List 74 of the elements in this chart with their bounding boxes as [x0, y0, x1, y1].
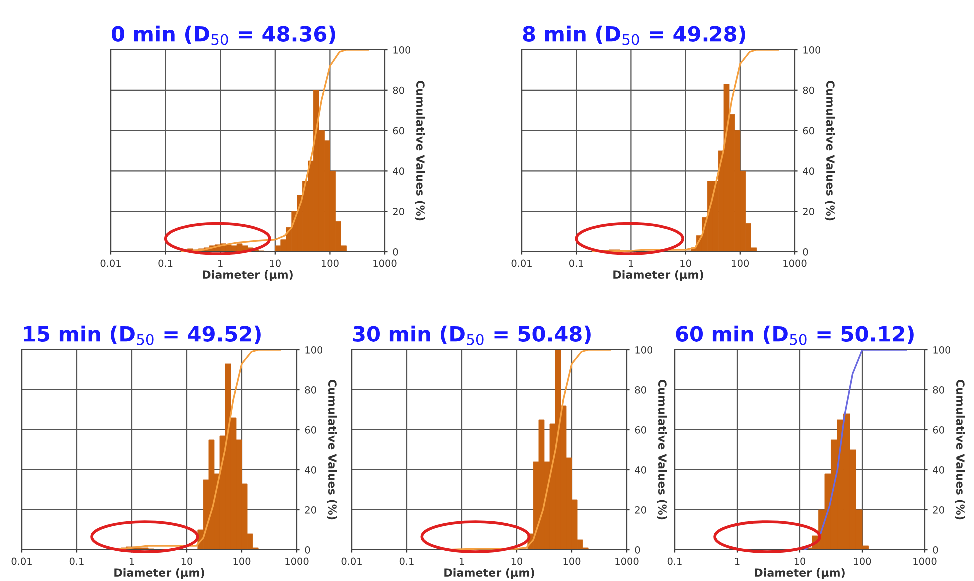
y-tick-label: 40 [393, 168, 404, 176]
x-tick-label: 1 [130, 558, 134, 566]
x-tick-label: 1 [735, 558, 740, 566]
y-tick-label: 40 [635, 466, 646, 474]
y-tick-label: 60 [803, 127, 814, 135]
x-tick-label: 1000 [914, 558, 937, 566]
y-tick-label: 60 [305, 426, 316, 434]
x-tick-label: 10 [182, 558, 193, 566]
x-tick-label: 0.1 [570, 260, 584, 268]
x-tick-label: 0.1 [158, 260, 173, 268]
x-axis-title: Diameter (μm) [444, 568, 534, 580]
y-tick-label: 0 [803, 248, 808, 256]
y-tick-label: 0 [393, 248, 398, 256]
y-tick-label: 20 [393, 208, 404, 216]
x-tick-label: 1 [218, 260, 223, 268]
chart-title: 8 min (D$_{50}$ = 49.28) [523, 26, 746, 46]
y-tick-label: 20 [305, 506, 316, 514]
x-tick-label: 0.1 [70, 558, 84, 566]
y-tick-label: 100 [306, 346, 323, 354]
y-tick-label: 80 [393, 86, 404, 94]
y-tick-label: 40 [933, 466, 944, 474]
y-axis-title: Cumulative Values (%) [327, 380, 338, 520]
x-tick-label: 0.1 [668, 558, 682, 566]
chart-title: 60 min (D$_{50}$ = 50.12) [676, 326, 914, 346]
x-tick-label: 100 [564, 558, 581, 566]
x-tick-label: 100 [234, 558, 251, 566]
y-tick-label: 20 [635, 506, 646, 514]
x-tick-label: 10 [512, 558, 523, 566]
chart-title: 0 min (D$_{50}$ = 48.36) [112, 26, 336, 46]
y-tick-label: 100 [394, 46, 411, 54]
x-tick-label: 0.01 [342, 558, 362, 566]
y-tick-label: 100 [636, 346, 653, 354]
x-tick-label: 0.1 [400, 558, 414, 566]
x-axis-title: Diameter (μm) [114, 568, 204, 580]
y-tick-label: 40 [305, 466, 316, 474]
y-tick-label: 20 [933, 506, 944, 514]
x-tick-label: 100 [854, 558, 872, 566]
x-tick-label: 10 [794, 558, 806, 566]
x-axis-title: Diameter (μm) [614, 270, 704, 282]
x-tick-label: 0.01 [100, 260, 121, 268]
x-tick-label: 0.01 [512, 260, 532, 268]
x-tick-label: 1000 [784, 260, 807, 268]
y-tick-label: 100 [804, 46, 821, 54]
y-axis-title: Cumulative Values (%) [955, 380, 966, 520]
y-tick-label: 60 [933, 426, 944, 434]
x-tick-label: 0.01 [12, 558, 32, 566]
x-tick-label: 1 [460, 558, 464, 566]
x-tick-label: 1000 [374, 260, 397, 268]
y-axis-title: Cumulative Values (%) [415, 80, 426, 221]
x-tick-label: 100 [732, 260, 750, 268]
y-tick-label: 80 [933, 386, 944, 394]
y-axis-title: Cumulative Values (%) [825, 80, 836, 221]
y-tick-label: 80 [803, 86, 814, 94]
x-tick-label: 10 [680, 260, 692, 268]
x-tick-label: 100 [322, 260, 339, 268]
y-tick-label: 100 [934, 346, 951, 354]
chart-title: 15 min (D$_{50}$ = 49.52) [24, 326, 261, 346]
y-tick-label: 40 [803, 168, 814, 176]
y-tick-label: 80 [635, 386, 646, 394]
y-tick-label: 80 [305, 386, 316, 394]
x-tick-label: 1000 [616, 558, 639, 566]
x-axis-title: Diameter (μm) [755, 568, 845, 580]
x-tick-label: 1000 [286, 558, 309, 566]
y-tick-label: 60 [393, 127, 404, 135]
y-axis-title: Cumulative Values (%) [657, 380, 668, 520]
y-tick-label: 0 [933, 546, 938, 554]
y-tick-label: 60 [635, 426, 646, 434]
y-tick-label: 0 [635, 546, 640, 554]
chart-title: 30 min (D$_{50}$ = 50.48) [353, 326, 591, 346]
x-tick-label: 1 [629, 260, 634, 268]
y-tick-label: 0 [305, 546, 310, 554]
y-tick-label: 20 [803, 208, 814, 216]
x-tick-label: 10 [270, 260, 281, 268]
x-axis-title: Diameter (μm) [203, 270, 293, 282]
